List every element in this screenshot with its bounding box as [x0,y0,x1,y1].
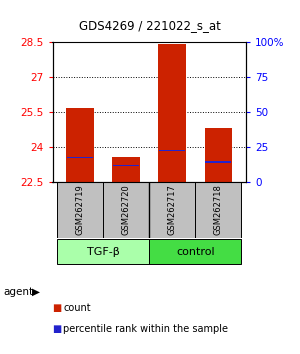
Bar [195,182,242,238]
Text: GSM262720: GSM262720 [122,184,131,235]
Text: TGF-β: TGF-β [87,247,120,257]
Text: agent: agent [3,287,33,297]
Text: GSM262718: GSM262718 [214,184,223,235]
Bar [205,161,232,163]
Bar [159,150,185,151]
Bar [67,157,93,158]
Bar [149,239,242,264]
Text: ■: ■ [52,303,62,313]
Bar [158,44,186,182]
Text: ▶: ▶ [32,287,40,297]
Text: ■: ■ [52,324,62,334]
Bar [113,165,139,166]
Bar [205,129,232,182]
Text: percentile rank within the sample: percentile rank within the sample [63,324,228,334]
Text: GSM262717: GSM262717 [168,184,177,235]
Bar [149,182,195,238]
Bar [112,158,140,182]
Text: control: control [176,247,214,257]
Text: count: count [63,303,91,313]
Text: GSM262719: GSM262719 [76,184,85,235]
Bar [103,182,149,238]
Bar [57,182,103,238]
Bar [57,239,149,264]
Bar [66,108,94,182]
Text: GDS4269 / 221022_s_at: GDS4269 / 221022_s_at [79,19,221,32]
